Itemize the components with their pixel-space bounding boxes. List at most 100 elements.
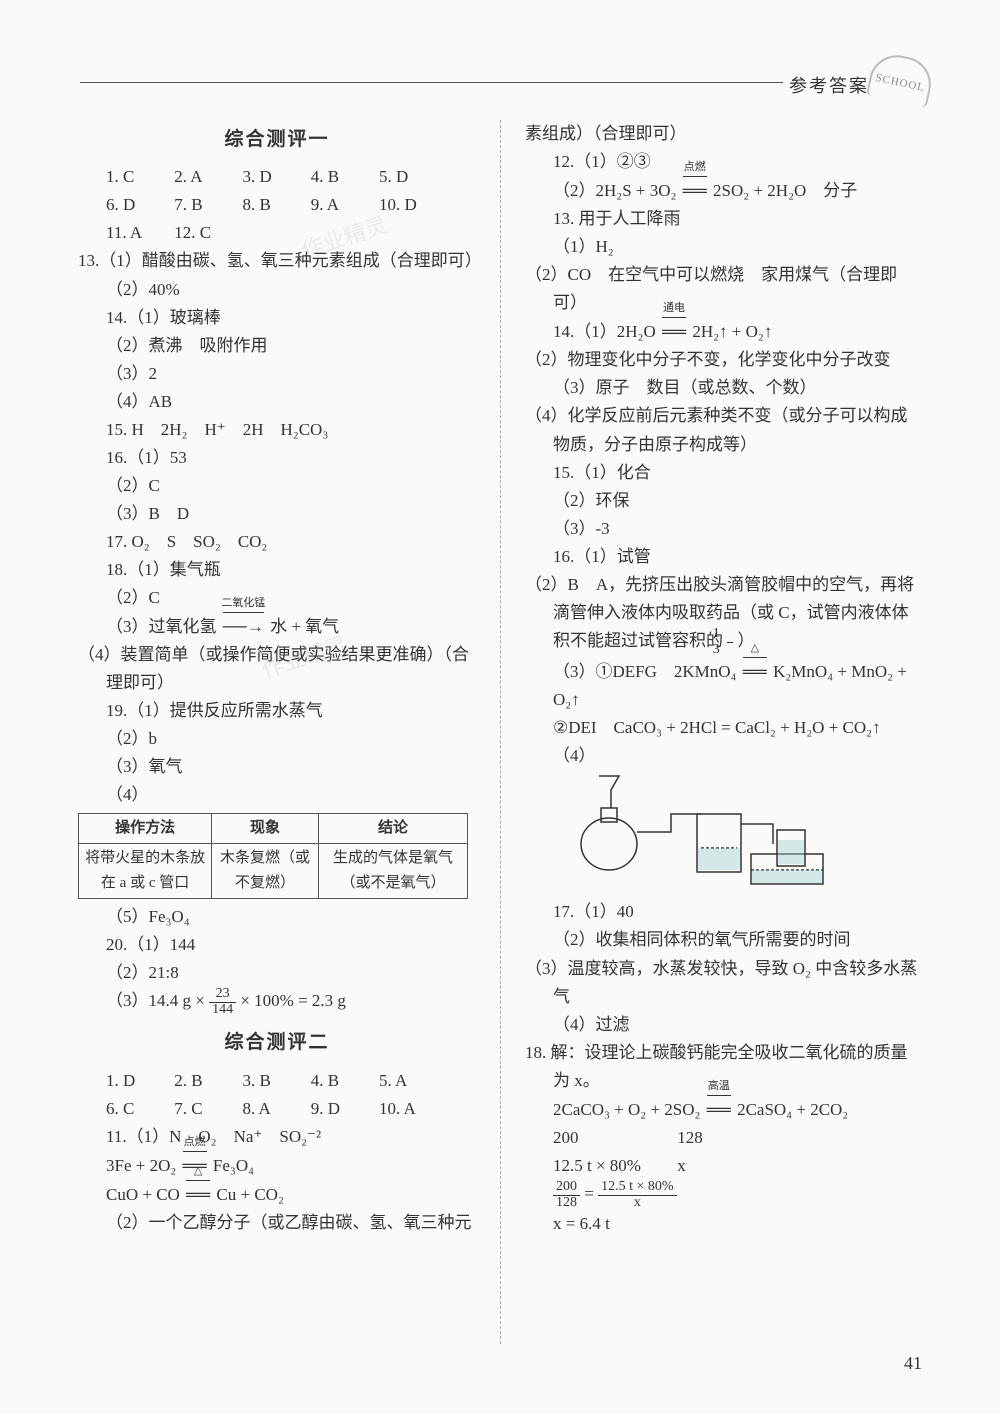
answer-line: （3）2 (78, 360, 476, 388)
equation-line: 3Fe + 2O₂ 点燃 ══ Fe₃O₄ (78, 1151, 476, 1180)
mc-answer: 7. C (174, 1095, 238, 1123)
reaction-condition: △ (184, 1166, 212, 1177)
answer-line: 13.（1）醋酸由碳、氢、氧三种元素组成（合理即可） (78, 247, 476, 275)
eq-left: 2CaCO₃ + O₂ + 2SO₂ (553, 1100, 700, 1119)
mc-answer: 2. A (174, 163, 238, 191)
fraction-numerator: 23 (209, 987, 236, 1003)
answer-line: （3）氧气 (78, 753, 476, 781)
reaction-condition: 高温 (705, 1081, 733, 1092)
calc-text: （3）14.4 g × (106, 991, 205, 1010)
reaction-arrow: △ ══ (741, 657, 769, 686)
mass-value: 12.5 t × 80% (553, 1152, 673, 1180)
answer-line: 素组成）（合理即可） (525, 120, 922, 148)
apparatus-diagram (551, 774, 922, 894)
mc-answer: 4. B (311, 163, 375, 191)
eq-left: （3）过氧化氢 (106, 617, 217, 636)
answer-line: （2）煮沸 吸附作用 (78, 332, 476, 360)
equation-line: （3）①DEFG 2KMnO₄ △ ══ K₂MnO₄ + MnO₂ + O₂↑ (525, 657, 922, 714)
mc-answer: 6. D (106, 191, 170, 219)
answer-line: 18.（1）集气瓶 (78, 556, 476, 584)
answer-line: （4） (78, 781, 476, 809)
mc-answer: 1. D (106, 1067, 170, 1095)
mass-value: 200 (553, 1124, 673, 1152)
answer-line: （2）B A，先挤压出胶头滴管胶帽中的空气，再将滴管伸入液体内吸取药品（或 C，… (525, 571, 922, 657)
mass-row: 200 128 (525, 1124, 922, 1152)
fraction-numerator: 12.5 t × 80% (598, 1180, 676, 1196)
answer-line: （2）CO 在空气中可以燃烧 家用煤气（合理即可） (525, 261, 922, 317)
eq-right: 水 + 氧气 (270, 617, 339, 636)
table-row: 将带火星的木条放在 a 或 c 管口 木条复燃（或不复燃） 生成的气体是氧气（或… (79, 844, 468, 899)
eq-right: 2SO₂ + 2H₂O 分子 (713, 181, 857, 200)
reaction-condition: 通电 (660, 303, 688, 314)
fraction-denominator: 144 (209, 1003, 236, 1018)
eq-left: 14.（1）2H₂O (553, 322, 656, 341)
page-number: 41 (904, 1353, 922, 1374)
mc-answer: 9. A (311, 191, 375, 219)
fraction-numerator: 200 (553, 1180, 580, 1196)
answer-line: （2）C (78, 584, 476, 612)
proportion-line: 200 128 = 12.5 t × 80% x (525, 1180, 922, 1210)
content-columns: 综合测评一 1. C 2. A 3. D 4. B 5. D 6. D 7. B… (78, 120, 922, 1344)
eq-left: CuO + CO (106, 1185, 180, 1204)
mc-row: 1. D 2. B 3. B 4. B 5. A (78, 1067, 476, 1095)
mc-answer: 4. B (311, 1067, 375, 1095)
answer-line: （3）-3 (525, 515, 922, 543)
mc-answer: 8. B (243, 191, 307, 219)
answer-line: 15.（1）化合 (525, 459, 922, 487)
mc-row: 11. A 12. C (78, 219, 476, 247)
equation-line: CuO + CO △ ══ Cu + CO₂ (78, 1180, 476, 1209)
mc-answer: 3. B (243, 1067, 307, 1095)
answer-line: 12.（1）②③ (525, 148, 922, 176)
eq-left: 3Fe + 2O₂ (106, 1156, 176, 1175)
answer-line: （3）原子 数目（或总数、个数） (525, 374, 922, 402)
right-column: 素组成）（合理即可） 12.（1）②③ （2）2H₂S + 3O₂ 点燃 ══ … (500, 120, 922, 1344)
mc-answer: 2. B (174, 1067, 238, 1095)
reaction-arrow: 点燃 ══ (681, 176, 709, 205)
table-cell: 将带火星的木条放在 a 或 c 管口 (79, 844, 212, 899)
experiment-table: 操作方法 现象 结论 将带火星的木条放在 a 或 c 管口 木条复燃（或不复燃）… (78, 813, 468, 898)
answer-line: （2）收集相同体积的氧气所需要的时间 (525, 926, 922, 954)
answer-line: （2）40% (78, 276, 476, 304)
mass-row: 12.5 t × 80% x (525, 1152, 922, 1180)
eq-right: Fe₃O₄ (213, 1156, 254, 1175)
equation-line: 14.（1）2H₂O 通电 ══ 2H₂↑ + O₂↑ (525, 317, 922, 346)
mc-answer: 11. A (106, 219, 170, 247)
reaction-condition: 二氧化锰 (221, 598, 266, 609)
table-header: 现象 (212, 814, 319, 844)
answer-line: 17.（1）40 (525, 898, 922, 926)
fraction: 200 128 (553, 1180, 580, 1210)
reaction-arrow: 高温 ══ (705, 1095, 733, 1124)
mc-answer: 12. C (174, 219, 238, 247)
answer-line: 15. H 2H₂ H⁺ 2H H₂CO₃ (78, 416, 476, 444)
eq-right: 2CaSO₄ + 2CO₂ (737, 1100, 848, 1119)
mc-row: 6. C 7. C 8. A 9. D 10. A (78, 1095, 476, 1123)
fraction-numerator: 1 (727, 627, 733, 643)
answer-line: （1）H₂ (525, 233, 922, 261)
answer-line: 13. 用于人工降雨 (525, 205, 922, 233)
answer-line: 11.（1）N O₂ Na⁺ SO₂⁻² (78, 1123, 476, 1151)
answer-line: ②DEI CaCO₃ + 2HCl = CaCl₂ + H₂O + CO₂↑ (525, 714, 922, 742)
mc-answer: 9. D (311, 1095, 375, 1123)
answer-line: 16.（1）试管 (525, 543, 922, 571)
mc-answer: 10. D (379, 191, 443, 219)
reaction-arrow: 通电 ══ (660, 317, 688, 346)
table-header: 结论 (318, 814, 467, 844)
mc-answer: 10. A (379, 1095, 443, 1123)
mc-answer: 5. A (379, 1067, 443, 1095)
answer-line: （5）Fe₃O₄ (78, 903, 476, 931)
fraction-denominator: 3 (727, 643, 733, 658)
answer-line: 14.（1）玻璃棒 (78, 304, 476, 332)
reaction-arrow: △ ══ (184, 1180, 212, 1209)
mc-answer: 8. A (243, 1095, 307, 1123)
header-label: 参考答案 (783, 72, 875, 98)
school-stamp: SCHOOL (866, 50, 936, 108)
eq-right: Cu + CO₂ (216, 1185, 283, 1204)
calc-text: × 100% = 2.3 g (240, 991, 346, 1010)
table-cell: 木条复燃（或不复燃） (212, 844, 319, 899)
answer-line: （3）B D (78, 500, 476, 528)
mass-value: x (677, 1156, 686, 1175)
mc-answer: 3. D (243, 163, 307, 191)
equation-line: （2）2H₂S + 3O₂ 点燃 ══ 2SO₂ + 2H₂O 分子 (525, 176, 922, 205)
section-title-2: 综合测评二 (78, 1027, 476, 1058)
section-title-1: 综合测评一 (78, 124, 476, 155)
